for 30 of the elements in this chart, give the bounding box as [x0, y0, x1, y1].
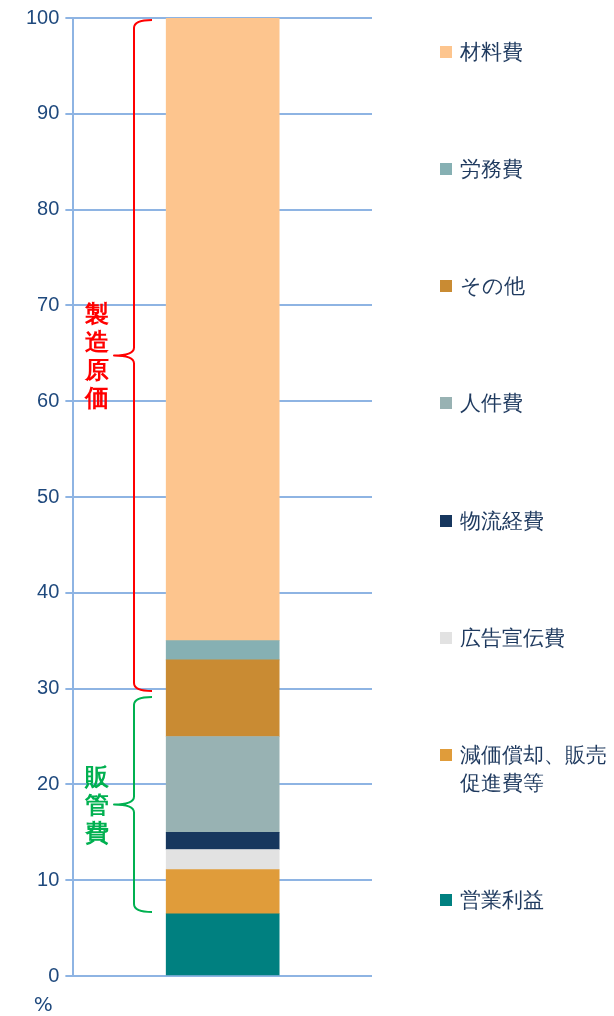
- legend-label: 物流経費: [460, 507, 544, 535]
- bar: [165, 849, 280, 870]
- y-tick-label: 70: [37, 292, 60, 315]
- bar: [165, 659, 280, 737]
- y-tick-label: 0: [48, 963, 60, 986]
- legend-label: 材料費: [460, 39, 523, 66]
- y-tick-label: 100: [25, 5, 60, 28]
- bar: [165, 869, 280, 915]
- legend-label: 広告宣伝費: [460, 624, 565, 652]
- legend-label: 労務費: [460, 156, 523, 184]
- legend-label: 営業利益: [460, 887, 544, 914]
- text: 販管費: [83, 762, 110, 847]
- bar: [165, 913, 280, 976]
- y-tick-label: 10: [37, 867, 60, 890]
- y-tick-label: 60: [37, 388, 60, 411]
- y-tick-label: 80: [37, 197, 60, 220]
- y-tick-label: 90: [37, 101, 60, 124]
- bar: [165, 18, 280, 642]
- legend-label: その他: [460, 273, 525, 301]
- y-axis-title: %: [33, 992, 53, 1016]
- bar: [165, 736, 280, 833]
- text: 製造原価: [83, 299, 110, 412]
- legend-label: 減価償却、販売促進費等: [460, 741, 608, 797]
- bar: [165, 640, 280, 661]
- y-tick-label: 20: [37, 771, 60, 794]
- y-tick-label: 30: [37, 676, 60, 699]
- legend-label: 人件費: [460, 390, 523, 418]
- y-tick-label: 50: [37, 484, 60, 507]
- bar: [165, 831, 280, 850]
- y-tick-label: 40: [37, 580, 60, 603]
